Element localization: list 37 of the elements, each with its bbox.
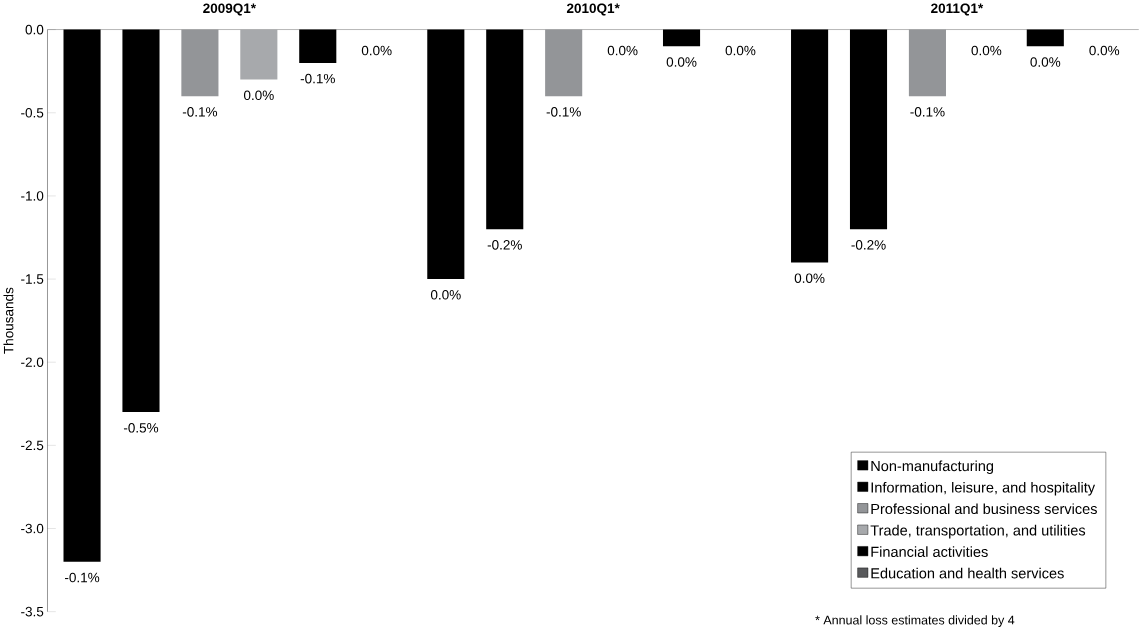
- annotation: -0.2%: [487, 239, 522, 250]
- x-tick-label: 2010Q1*: [566, 3, 620, 16]
- annotation: 0.0%: [666, 56, 697, 67]
- annotation: -0.1%: [300, 73, 335, 84]
- legend-label: Trade, transportation, and utilities: [870, 524, 1086, 539]
- annotation: 0.0%: [725, 45, 756, 56]
- y-tick-label: -1.5: [21, 274, 44, 284]
- y-tick-label: -3.5: [21, 606, 44, 617]
- legend-label: Information, leisure, and hospitality: [871, 481, 1096, 496]
- x-tick-label: 2009Q1*: [203, 3, 257, 16]
- legend-label: Education and health services: [871, 567, 1064, 579]
- annotation: -0.5%: [123, 422, 159, 433]
- annotation: -0.2%: [851, 239, 886, 250]
- legend-label: Non-manufacturing: [871, 460, 994, 474]
- legend-label: Professional and business services: [871, 503, 1097, 514]
- x-tick-label: 2011Q1*: [931, 3, 984, 16]
- y-tick-label: -1.0: [21, 190, 44, 201]
- annotation: -0.1%: [182, 106, 218, 117]
- annotation: 0.0%: [1089, 45, 1120, 56]
- annotation: 0.0%: [243, 90, 274, 100]
- annotation: 0.0%: [1030, 56, 1061, 67]
- y-tick-label: -2.5: [21, 440, 44, 450]
- y-tick-label: -2.0: [21, 357, 44, 367]
- annotation: 0.0%: [361, 45, 392, 56]
- annotation: -0.1%: [910, 106, 945, 117]
- y-tick-label: 0.0: [25, 24, 44, 35]
- annotation: -0.1%: [546, 106, 581, 117]
- y-tick-label: -0.5: [21, 107, 44, 118]
- annotation: 0.0%: [794, 273, 825, 283]
- y-axis-title: Thousands: [3, 287, 14, 354]
- y-tick-label: -3.0: [21, 523, 44, 534]
- text: * Annual loss estimates divided by 4: [815, 615, 1015, 627]
- annotation: 0.0%: [971, 45, 1002, 56]
- annotation: 0.0%: [430, 289, 461, 300]
- annotation: -0.1%: [65, 572, 100, 583]
- annotation: 0.0%: [607, 45, 638, 56]
- legend-label: Financial activities: [871, 546, 988, 557]
